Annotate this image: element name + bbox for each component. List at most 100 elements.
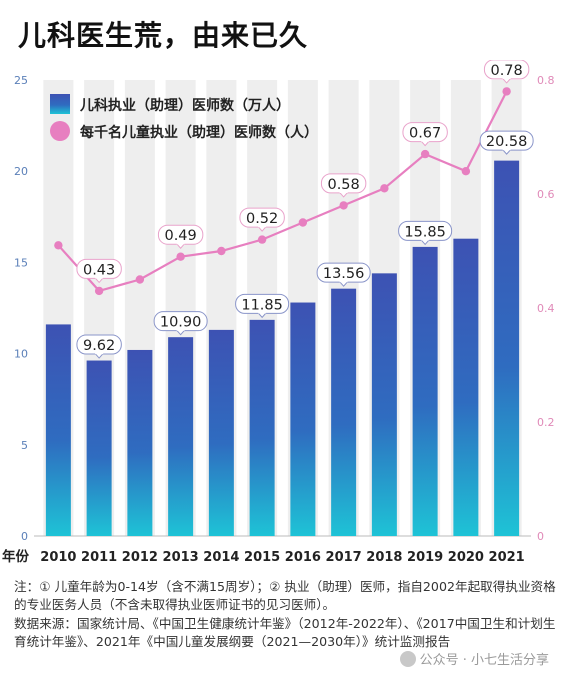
line-data-label: 0.67 [402, 122, 448, 147]
bar-data-label-pointer-mask [502, 148, 511, 151]
line-data-label: 0.78 [483, 60, 530, 84]
y-left-tick-label: 10 [14, 348, 28, 361]
y-left-tick-label: 15 [14, 256, 28, 269]
chart: 0 5 10 15 20 25 0 0.2 0.4 0.6 0.8 年份 2010 2011 2012 201… [2, 60, 555, 565]
bar-data-label-pointer [176, 329, 185, 336]
legend-line-label: 每千名儿童执业（助理）医师数（人） [80, 124, 318, 141]
y-right-tick-label: 0 [537, 530, 544, 543]
bar-data-label-pointer-mask [176, 329, 185, 331]
line-point [135, 275, 145, 284]
line-point [257, 235, 267, 244]
line-data-label-text: 0.78 [490, 63, 522, 79]
line-data-label-pointer-mask [421, 140, 430, 142]
bar-data-label: 15.85 [398, 220, 453, 246]
line-data-label-text: 0.49 [164, 228, 196, 244]
line-data-label-pointer [94, 277, 104, 284]
bar [208, 329, 234, 536]
line-path [57, 90, 508, 293]
watermark: 公众号 · 小七生活分享 [399, 649, 549, 668]
bar-data-label-pointer [420, 239, 430, 246]
bar [168, 337, 194, 536]
x-tick-label: 2015 [244, 550, 280, 565]
legend-line-swatch [50, 121, 70, 141]
y-right-tick-label: 0.2 [537, 416, 555, 429]
bar [290, 302, 316, 536]
x-tick-label: 2012 [122, 550, 158, 565]
y-left-tick-label: 25 [14, 74, 28, 87]
bar [86, 360, 112, 536]
bar-data-label: 11.85 [235, 293, 290, 319]
page-title: 儿科医生荒，由来已久 [18, 19, 309, 52]
x-tick-label: 2014 [203, 550, 239, 565]
legend-bar-label: 儿科执业（助理）医师数（万人） [79, 97, 290, 114]
line-data-label-pointer [176, 243, 185, 249]
line-data-label: 0.49 [157, 224, 204, 249]
line-point [420, 149, 430, 159]
bar [453, 238, 479, 537]
line-point [298, 218, 308, 227]
line-data-label: 0.43 [76, 258, 122, 284]
y-left-tick-label: 0 [21, 530, 28, 543]
notes: 注：① 儿童年龄为0-14岁（含不满15周岁）；② 执业（助理）医师，指自200… [14, 578, 559, 652]
bar-data-label-pointer-mask [421, 238, 430, 241]
line-point [339, 201, 348, 210]
line-data-label-pointer-mask [502, 77, 511, 79]
x-tick-label: 2021 [489, 550, 525, 565]
line-point [502, 87, 511, 96]
line-data-label-pointer [257, 226, 267, 232]
line-point [94, 286, 104, 296]
x-tick-label: 2013 [163, 550, 199, 565]
bar [127, 349, 153, 536]
line-data-label-pointer [502, 78, 511, 84]
line-data-label-pointer-mask [339, 191, 348, 193]
y-left-tick-label: 20 [14, 165, 28, 178]
note-text: 注：① 儿童年龄为0-14岁（含不满15周岁）；② 执业（助理）医师，指自200… [14, 579, 556, 612]
bar [494, 160, 520, 536]
bar [371, 273, 397, 536]
bar-data-label-text: 13.56 [323, 266, 365, 282]
bar [412, 246, 438, 536]
line-data-label: 0.58 [320, 173, 367, 198]
bar-data-label-pointer-mask [95, 352, 104, 355]
y-left-tick-label: 5 [21, 439, 28, 452]
x-tick-label: 2010 [40, 550, 76, 565]
bar-data-label-text: 11.85 [241, 297, 283, 313]
bar-data-label-text: 10.90 [160, 315, 202, 331]
line-data-label-pointer-mask [95, 276, 104, 279]
bar-data-label: 20.58 [479, 130, 534, 155]
line-data-label-pointer [339, 192, 348, 198]
legend-bar-swatch [50, 94, 70, 114]
y-right-tick-label: 0.8 [537, 74, 555, 87]
x-tick-label: 2016 [285, 550, 321, 565]
bar [249, 319, 275, 536]
bar-data-label-text: 9.62 [83, 338, 115, 354]
bar-data-label-text: 15.85 [404, 224, 446, 240]
bar [45, 324, 71, 536]
line-point [461, 167, 471, 176]
line-data-label-text: 0.58 [327, 177, 359, 193]
watermark-text: 公众号 · 小七生活分享 [419, 653, 549, 668]
line-data-label-pointer-mask [258, 225, 267, 228]
x-tick-label: 2011 [81, 550, 117, 565]
data-labels: 9.62 10.90 11.85 13.56 15.85 20.58 0.43 0.49 0.5… [76, 60, 534, 359]
line-data-label: 0.52 [239, 207, 285, 232]
bar-data-label-pointer-mask [339, 280, 348, 283]
x-tick-label: 2017 [326, 550, 362, 565]
bar-data-label: 10.90 [153, 311, 208, 336]
line-data-label-text: 0.52 [246, 211, 278, 227]
x-axis-title: 年份 [2, 548, 29, 565]
x-tick-label: 2020 [448, 550, 484, 565]
bar-data-label: 9.62 [76, 334, 122, 359]
y-right-tick-label: 0.6 [537, 188, 555, 201]
bar-data-label-pointer-mask [258, 311, 267, 314]
line-point [176, 252, 185, 261]
x-tick-label: 2019 [407, 550, 443, 565]
line-point [54, 241, 63, 250]
bar-data-label-pointer [94, 353, 104, 359]
line-data-label-pointer-mask [176, 242, 185, 245]
line-data-label-pointer [420, 140, 430, 147]
line-series [54, 87, 511, 296]
wechat-icon [399, 650, 416, 667]
bar-data-label-pointer [339, 281, 348, 287]
line-point [217, 246, 226, 256]
